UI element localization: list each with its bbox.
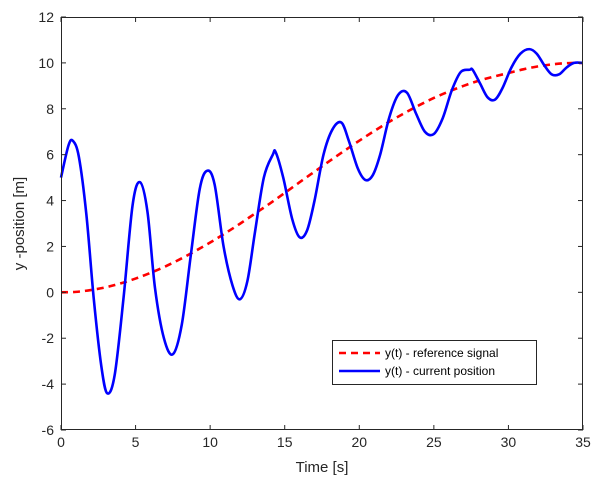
y-axis: -6 -4 -2 0 2 4 6 8 10 12: [38, 9, 583, 438]
y-axis-label: y -position [m]: [11, 177, 28, 270]
y-tick-label: 8: [46, 101, 54, 117]
x-tick-label: 15: [277, 434, 293, 450]
y-tick-label: 6: [46, 147, 54, 163]
x-tick-label: 35: [575, 434, 591, 450]
y-tick-label: -6: [42, 422, 55, 438]
x-axis: 0 5 10 15 20 25 30 35: [57, 17, 591, 450]
series-layer: [59, 47, 584, 395]
y-tick-label: -4: [42, 376, 55, 392]
y-tick-label: 12: [38, 9, 54, 25]
y-tick-label: -2: [42, 330, 55, 346]
y-tick-label: 4: [46, 193, 54, 209]
legend: y(t) - reference signal y(t) - current p…: [332, 340, 537, 385]
x-tick-label: 20: [351, 434, 367, 450]
plot-frame: [61, 17, 583, 430]
x-tick-label: 30: [501, 434, 517, 450]
y-tick-label: 0: [46, 284, 54, 300]
x-tick-label: 25: [426, 434, 442, 450]
y-tick-label: 10: [38, 55, 54, 71]
x-axis-label: Time [s]: [296, 459, 349, 476]
x-tick-label: 0: [57, 434, 65, 450]
series-line-current-position: [59, 47, 584, 395]
x-tick-label: 10: [202, 434, 218, 450]
y-tick-label: 2: [46, 238, 54, 254]
x-tick-label: 5: [132, 434, 140, 450]
legend-box: [332, 340, 537, 385]
legend-entry-reference-signal: y(t) - reference signal: [385, 346, 498, 360]
legend-entry-current-position: y(t) - current position: [385, 364, 495, 378]
